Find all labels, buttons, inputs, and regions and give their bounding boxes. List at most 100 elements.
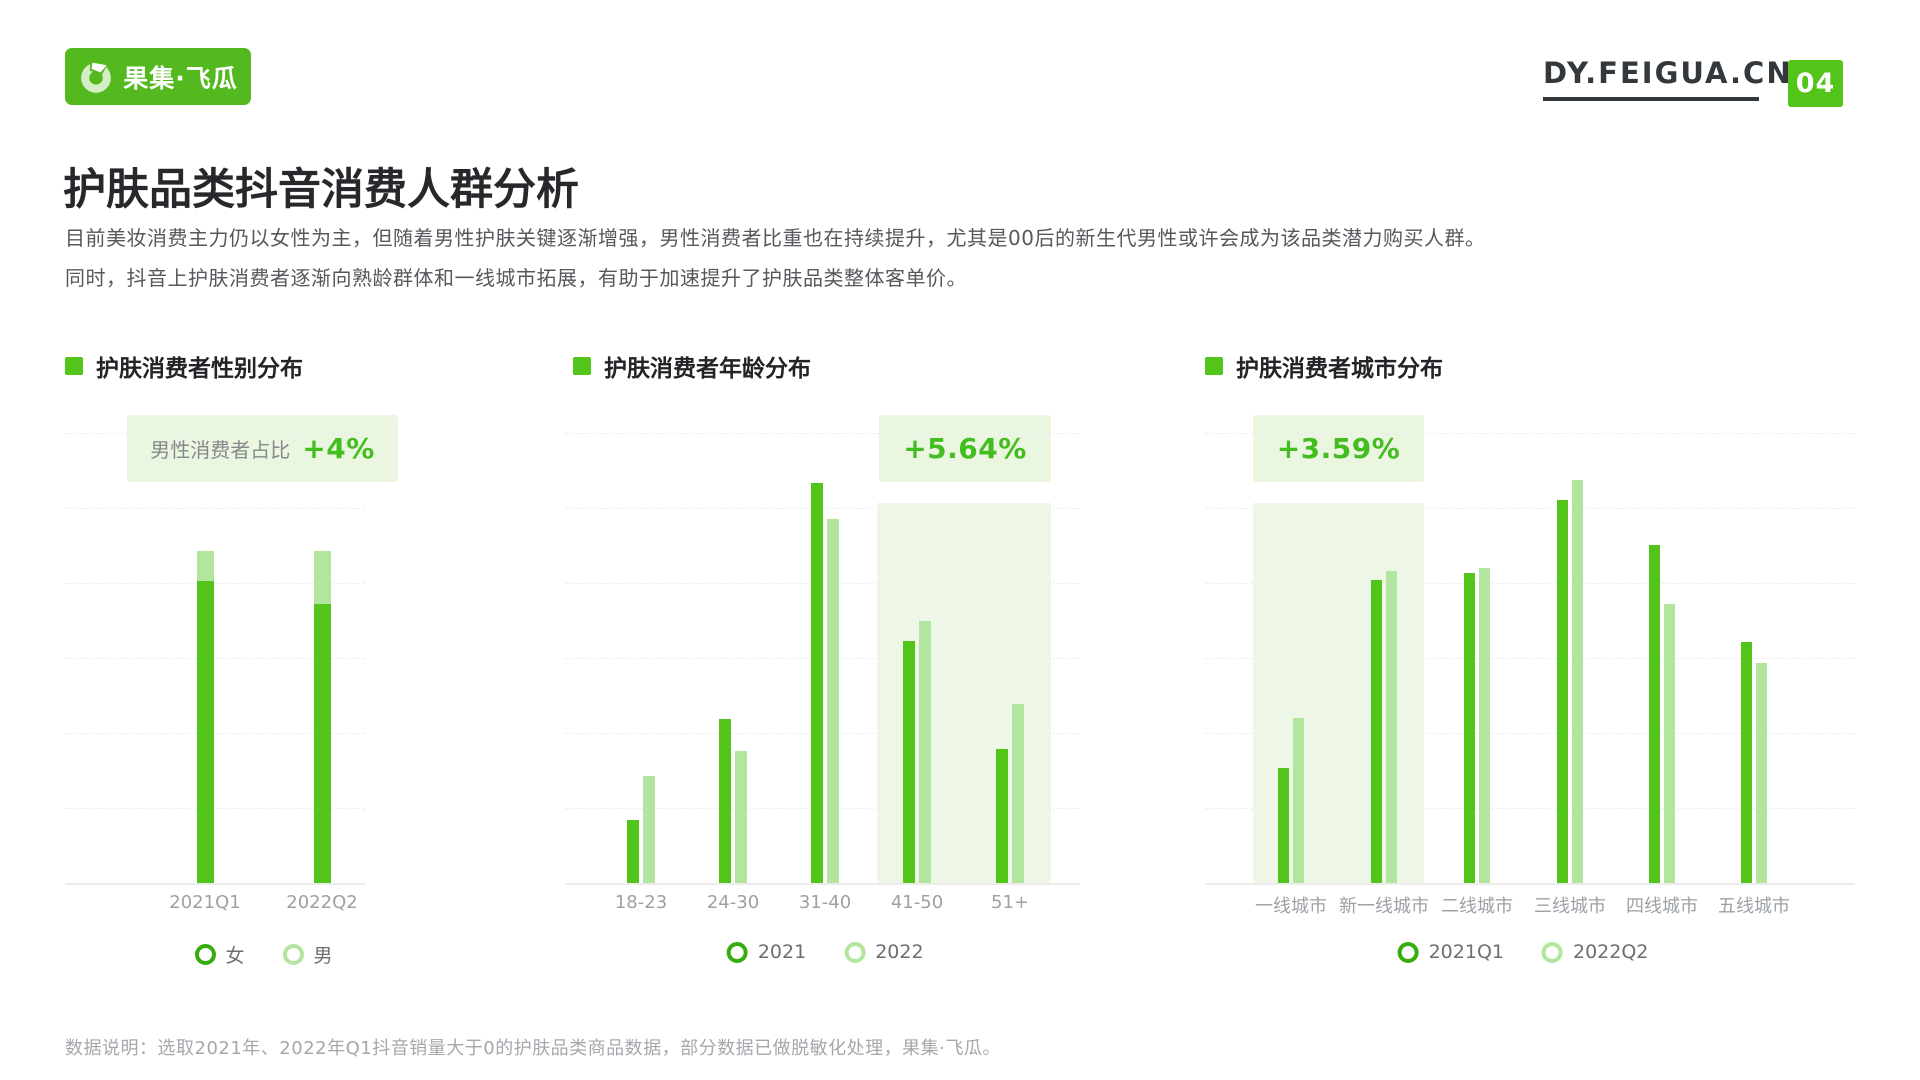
legend-label: 2022Q2: [1573, 941, 1649, 963]
data-source-note: 数据说明：选取2021年、2022年Q1抖音销量大于0的护肤品类商品数据，部分数…: [65, 1038, 1001, 1059]
bar-2021Q1-二线城市: [1464, 572, 1475, 883]
x-axis-label: 18-23: [614, 892, 668, 913]
logo-text: 果集·飞瓜: [123, 63, 238, 93]
badge-value: +5.64%: [903, 432, 1027, 465]
legend-city: 2021Q1 2022Q2: [1397, 941, 1649, 963]
x-axis-label: 2022Q2: [286, 892, 358, 913]
legend-ring-icon: [1397, 941, 1419, 963]
description-line-2: 同时，抖音上护肤消费者逐渐向熟龄群体和一线城市拓展，有助于加速提升了护肤品类整体…: [65, 266, 967, 290]
x-axis-label: 三线城市: [1534, 896, 1606, 917]
plot-area-age: [565, 433, 1080, 885]
x-axis-label: 新一线城市: [1339, 896, 1429, 917]
x-axis-label: 2021Q1: [169, 892, 241, 913]
legend-gender: 女男: [194, 941, 333, 968]
x-axis-label: 41-50: [890, 892, 944, 913]
growth-badge-city: +3.59%: [1253, 415, 1424, 482]
legend-label: 2022: [875, 941, 924, 963]
page-number-badge: 04: [1788, 60, 1843, 107]
legend-item-2022: 2022: [844, 941, 924, 963]
x-axis-line: [1205, 883, 1855, 885]
gridline: [1205, 583, 1855, 584]
description-line-1: 目前美妆消费主力仍以女性为主，但随着男性护肤关键逐渐增强，男性消费者比重也在持续…: [65, 226, 1486, 250]
legend-label: 2021Q1: [1428, 941, 1504, 963]
bar-2021Q1-新一线城市: [1371, 580, 1382, 883]
site-url-underline: [1543, 97, 1759, 101]
x-axis-label: 二线城市: [1441, 896, 1513, 917]
gridline: [1205, 808, 1855, 809]
x-axis-label: 51+: [991, 892, 1029, 913]
legend-item-男: 男: [282, 941, 333, 968]
legend-ring-icon: [1542, 941, 1563, 963]
bar-2022-24-30: [735, 751, 747, 883]
bar-2021Q1-五线城市: [1741, 641, 1752, 883]
segment-女-2022Q2: [313, 604, 331, 883]
growth-badge-age: +5.64%: [879, 415, 1051, 482]
legend-ring-icon: [726, 941, 748, 963]
bar-2021-24-30: [719, 718, 731, 883]
gridline: [65, 508, 365, 509]
bar-2022-51+: [1012, 703, 1024, 883]
legend-label: 女: [225, 945, 245, 967]
segment-男-2022Q2: [313, 551, 331, 605]
section-header-gender: 护肤消费者性别分布: [65, 349, 303, 383]
section-header-city: 护肤消费者城市分布: [1205, 349, 1443, 383]
section-bullet-icon: [573, 357, 591, 375]
bar-2022Q2-三线城市: [1572, 479, 1583, 883]
gridline: [65, 658, 365, 659]
section-bullet-icon: [65, 357, 83, 375]
gridline: [65, 433, 365, 434]
badge-label: 男性消费者占比: [150, 438, 291, 462]
plot-area-city: [1205, 433, 1855, 885]
legend-label: 2021: [757, 941, 807, 963]
badge-value: +4%: [302, 432, 375, 465]
legend-item-2021: 2021: [726, 941, 807, 963]
gridline: [565, 433, 1080, 434]
section-title: 护肤消费者年龄分布: [604, 356, 811, 382]
x-axis-label: 五线城市: [1718, 896, 1790, 917]
bar-2022Q2-二线城市: [1479, 568, 1490, 883]
section-header-age: 护肤消费者年龄分布: [573, 349, 811, 383]
bar-2021-51+: [996, 748, 1008, 883]
gridline: [1205, 658, 1855, 659]
legend-ring-icon: [282, 944, 304, 965]
feigua-logo: 果集·飞瓜: [65, 48, 251, 105]
x-axis-line: [65, 883, 365, 885]
bar-2022Q2-一线城市: [1293, 717, 1304, 883]
x-axis-label: 31-40: [798, 892, 852, 913]
stacked-bar-2021Q1: [196, 551, 214, 883]
badge-value: +3.59%: [1276, 432, 1401, 465]
bar-2021-41-50: [903, 640, 915, 883]
gridline: [1205, 508, 1855, 509]
bar-2021Q1-三线城市: [1557, 500, 1568, 883]
legend-age: 2021 2022: [726, 941, 924, 963]
bar-2021-31-40: [811, 482, 823, 883]
stacked-bar-2022Q2: [313, 551, 331, 883]
bar-2021-18-23: [627, 820, 639, 883]
legend-label: 男: [313, 945, 333, 967]
growth-badge-gender: 男性消费者占比 +4%: [127, 415, 398, 482]
section-bullet-icon: [1205, 357, 1223, 375]
feigua-logo-icon: [81, 61, 112, 93]
legend-item-女: 女: [194, 941, 245, 968]
gridline: [65, 808, 365, 809]
bar-2021Q1-四线城市: [1649, 545, 1660, 883]
gridline: [65, 583, 365, 584]
bar-2022Q2-四线城市: [1664, 604, 1675, 883]
x-axis-label: 一线城市: [1255, 896, 1327, 917]
site-url-text: DY.FEIGUA.CN: [1543, 56, 1793, 90]
segment-女-2021Q1: [196, 581, 214, 883]
legend-item-2021Q1: 2021Q1: [1397, 941, 1504, 963]
section-title: 护肤消费者城市分布: [1236, 356, 1443, 382]
site-url[interactable]: DY.FEIGUA.CN: [1543, 56, 1793, 101]
legend-ring-icon: [844, 941, 866, 963]
bar-2022-18-23: [643, 775, 655, 883]
bar-2022-41-50: [919, 621, 931, 883]
legend-ring-icon: [194, 944, 216, 965]
section-title: 护肤消费者性别分布: [96, 356, 303, 382]
gridline: [65, 733, 365, 734]
x-axis-label: 四线城市: [1626, 896, 1698, 917]
bar-2021Q1-一线城市: [1278, 767, 1289, 883]
x-axis-line: [565, 883, 1080, 885]
page-title: 护肤品类抖音消费人群分析: [63, 164, 579, 215]
